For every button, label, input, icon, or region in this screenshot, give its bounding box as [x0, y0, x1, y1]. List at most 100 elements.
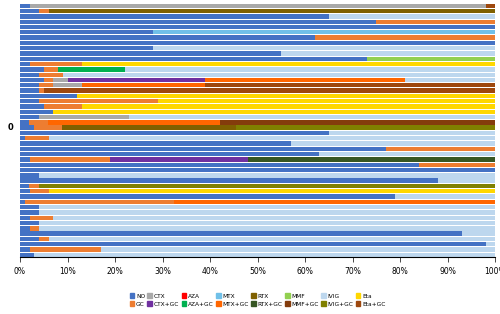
Bar [48, 189, 495, 193]
Bar [20, 157, 30, 162]
Bar [153, 30, 495, 35]
Bar [129, 115, 495, 119]
Bar [30, 226, 39, 230]
Bar [386, 147, 495, 151]
Bar [158, 99, 495, 103]
Bar [281, 51, 495, 56]
Bar [20, 115, 39, 119]
Bar [30, 62, 82, 66]
Bar [291, 141, 495, 146]
Bar [462, 231, 495, 236]
Bar [20, 226, 30, 230]
Bar [236, 126, 495, 130]
Bar [44, 104, 82, 109]
Bar [100, 247, 495, 252]
Bar [39, 99, 158, 103]
Bar [39, 83, 53, 87]
Bar [174, 200, 495, 204]
Bar [53, 110, 495, 114]
Bar [68, 78, 205, 82]
Bar [30, 184, 39, 188]
Legend: NO, GC, CTX, CTX+GC, AZA, AZA+GC, MTX, MTX+GC, RTX, RTX+GC, MMF, MMF+GC, IVIG, I: NO, GC, CTX, CTX+GC, AZA, AZA+GC, MTX, M… [127, 291, 388, 309]
Bar [20, 78, 44, 82]
Bar [20, 110, 53, 114]
Bar [39, 184, 495, 188]
Bar [62, 126, 236, 130]
Bar [20, 83, 39, 87]
Bar [20, 4, 30, 8]
Bar [20, 189, 30, 193]
Bar [63, 73, 495, 77]
Bar [30, 157, 110, 162]
Bar [320, 152, 495, 156]
Bar [34, 126, 62, 130]
Bar [20, 62, 30, 66]
Bar [30, 189, 48, 193]
Bar [329, 14, 495, 19]
Bar [20, 14, 329, 19]
Bar [20, 194, 395, 199]
Bar [48, 9, 495, 13]
Text: 0: 0 [7, 123, 13, 132]
Bar [20, 253, 34, 257]
Bar [438, 178, 495, 183]
Bar [25, 200, 174, 204]
Bar [77, 94, 495, 98]
Bar [419, 163, 495, 167]
Bar [20, 35, 314, 40]
Bar [39, 73, 63, 77]
Bar [20, 136, 25, 140]
Bar [82, 104, 495, 109]
Bar [39, 9, 48, 13]
Bar [20, 131, 329, 135]
Bar [20, 242, 485, 246]
Bar [20, 173, 39, 177]
Bar [20, 94, 77, 98]
Bar [48, 120, 220, 125]
Bar [39, 210, 495, 214]
Bar [48, 136, 495, 140]
Bar [20, 216, 30, 220]
Bar [314, 35, 495, 40]
Bar [20, 30, 153, 35]
Bar [20, 19, 376, 24]
Bar [206, 83, 495, 87]
Bar [124, 67, 495, 72]
Bar [20, 126, 34, 130]
Bar [405, 78, 495, 82]
Bar [486, 4, 495, 8]
Bar [39, 173, 495, 177]
Bar [20, 67, 44, 72]
Bar [53, 83, 82, 87]
Bar [39, 237, 48, 241]
Bar [48, 237, 495, 241]
Bar [486, 242, 495, 246]
Bar [367, 57, 495, 61]
Bar [329, 131, 495, 135]
Bar [20, 141, 291, 146]
Bar [20, 73, 39, 77]
Bar [20, 237, 39, 241]
Bar [20, 200, 25, 204]
Bar [44, 67, 58, 72]
Bar [20, 247, 30, 252]
Bar [20, 178, 438, 183]
Bar [30, 4, 485, 8]
Bar [30, 216, 53, 220]
Bar [206, 78, 405, 82]
Bar [20, 163, 419, 167]
Bar [39, 226, 495, 230]
Bar [53, 78, 68, 82]
Bar [44, 78, 53, 82]
Bar [20, 41, 495, 45]
Bar [248, 157, 495, 162]
Bar [39, 221, 495, 225]
Bar [58, 67, 124, 72]
Bar [20, 120, 30, 125]
Bar [20, 221, 39, 225]
Bar [20, 9, 39, 13]
Bar [20, 89, 39, 93]
Bar [110, 157, 248, 162]
Bar [20, 99, 39, 103]
Bar [25, 136, 48, 140]
